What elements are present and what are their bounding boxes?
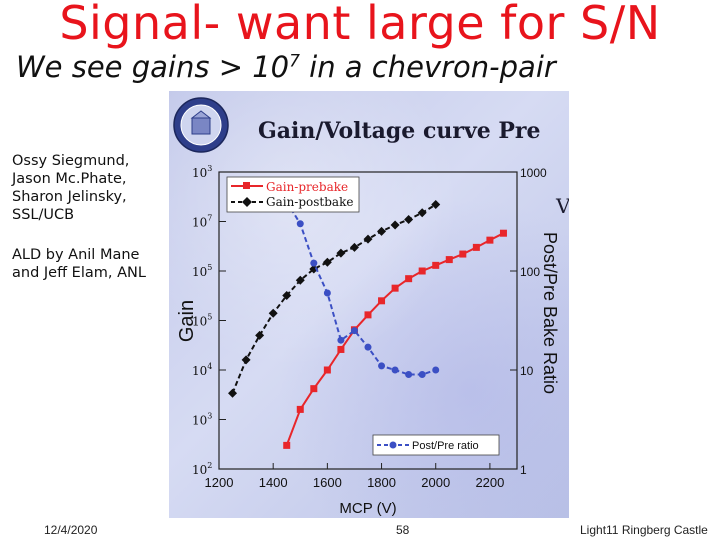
data-point-postbake <box>255 330 265 340</box>
data-point-postbake <box>309 264 319 274</box>
footer-date: 12/4/2020 <box>44 523 98 537</box>
data-point-ratio <box>296 220 304 228</box>
subtitle-exponent: 7 <box>289 51 300 72</box>
x-tick-label: 1400 <box>259 475 288 490</box>
data-point-prebake <box>459 250 467 258</box>
data-point-ratio <box>391 366 399 374</box>
data-point-postbake <box>417 208 427 218</box>
data-point-prebake <box>499 229 507 237</box>
x-tick-label: 2200 <box>475 475 504 490</box>
data-point-postbake <box>363 234 373 244</box>
data-point-postbake <box>336 248 346 258</box>
y-tick-label: 103 <box>192 164 212 180</box>
x-tick-label: 2000 <box>421 475 450 490</box>
series-line-0 <box>285 232 504 446</box>
data-point-postbake <box>282 290 292 300</box>
y-tick-label: 103 <box>192 412 212 428</box>
data-point-postbake <box>268 308 278 318</box>
y-axis-label: Gain <box>176 300 198 342</box>
data-point-prebake <box>283 441 291 449</box>
ratio-legend-box <box>372 434 500 456</box>
data-point-prebake <box>296 405 304 413</box>
y2-axis-ticks: 1 10 100 1000 <box>510 166 547 477</box>
legend-prebake-label: Gain-prebake <box>266 180 348 194</box>
ald-credits: ALD by Anil Mane and Jeff Elam, ANL <box>12 247 146 281</box>
chart-title: Gain/Voltage curve Pre <box>258 118 541 144</box>
data-point-postbake <box>349 242 359 252</box>
footer-page-number: 58 <box>396 523 410 537</box>
x-tick-label: 1200 <box>205 475 234 490</box>
data-point-ratio <box>337 336 345 344</box>
data-point-prebake <box>472 243 480 251</box>
y2-axis-label: Post/Pre Bake Ratio <box>540 232 560 394</box>
data-point-prebake <box>486 236 494 244</box>
footer-conference: Light11 Ringberg Castle <box>580 523 708 537</box>
data-point-postbake <box>377 226 387 236</box>
slide-title: Signal- want large for S/N <box>59 0 661 50</box>
subtitle-main: We see gains > 10 <box>16 50 290 84</box>
data-point-prebake <box>310 385 318 393</box>
legend-prebake-marker <box>243 182 250 189</box>
data-point-prebake <box>378 297 386 305</box>
series-layer <box>228 198 507 449</box>
data-point-postbake <box>228 388 238 398</box>
data-point-postbake <box>295 275 305 285</box>
y-tick-label: 107 <box>192 214 212 230</box>
data-point-ratio <box>378 362 386 370</box>
data-point-postbake <box>390 220 400 230</box>
data-point-prebake <box>323 366 331 374</box>
x-tick-label: 1600 <box>313 475 342 490</box>
data-point-prebake <box>364 311 372 319</box>
data-point-prebake <box>418 267 426 275</box>
author-credits: Ossy Siegmund, Jason Mc.Phate, Sharon Je… <box>12 153 130 223</box>
series-line-2 <box>285 201 437 376</box>
series-line-1 <box>231 203 437 394</box>
x-tick-label: 1800 <box>367 475 396 490</box>
chart-legend: Gain-prebake Gain-postbake <box>226 176 360 213</box>
subtitle-rest: in a chevron-pair <box>299 50 556 84</box>
legend-postbake-label: Gain-postbake <box>266 195 353 209</box>
data-point-postbake <box>322 257 332 267</box>
data-point-postbake <box>241 355 251 365</box>
x-axis-label: MCP (V) <box>339 500 396 517</box>
lab-seal-icon <box>173 97 229 153</box>
ratio-legend: Post/Pre ratio <box>372 434 500 456</box>
y-tick-label: 105 <box>192 263 212 279</box>
y-tick-label: 104 <box>192 362 212 378</box>
data-point-ratio <box>432 366 440 374</box>
right-edge-label: V <box>555 194 569 218</box>
data-point-prebake <box>445 256 453 264</box>
data-point-ratio <box>350 327 358 335</box>
data-point-prebake <box>337 345 345 353</box>
data-point-ratio <box>364 343 372 351</box>
gain-voltage-chart: Gain/Voltage curve Pre V 1200 1400 1600 180… <box>173 97 569 517</box>
data-point-ratio <box>405 371 413 379</box>
plot-area <box>218 171 518 470</box>
data-point-ratio <box>418 371 426 379</box>
data-point-prebake <box>432 261 440 269</box>
data-point-prebake <box>391 284 399 292</box>
data-point-postbake <box>431 200 441 210</box>
legend-ratio-label: Post/Pre ratio <box>412 440 479 452</box>
y2-tick-label: 1000 <box>520 166 547 180</box>
data-point-ratio <box>310 259 318 267</box>
y2-tick-label: 100 <box>520 265 540 279</box>
data-point-ratio <box>323 289 331 297</box>
x-axis-ticks: 1200 1400 1600 1800 2000 2200 <box>205 463 504 490</box>
y2-tick-label: 1 <box>520 463 527 477</box>
data-point-postbake <box>404 214 414 224</box>
legend-postbake-marker <box>242 197 252 207</box>
slide-subtitle: We see gains > 107 in a chevron-pair <box>16 50 616 84</box>
legend-ratio-marker <box>389 441 397 449</box>
chart-figure: Gain/Voltage curve Pre V 1200 1400 1600 180… <box>169 91 569 518</box>
data-point-prebake <box>405 275 413 283</box>
y2-tick-label: 10 <box>520 364 534 378</box>
